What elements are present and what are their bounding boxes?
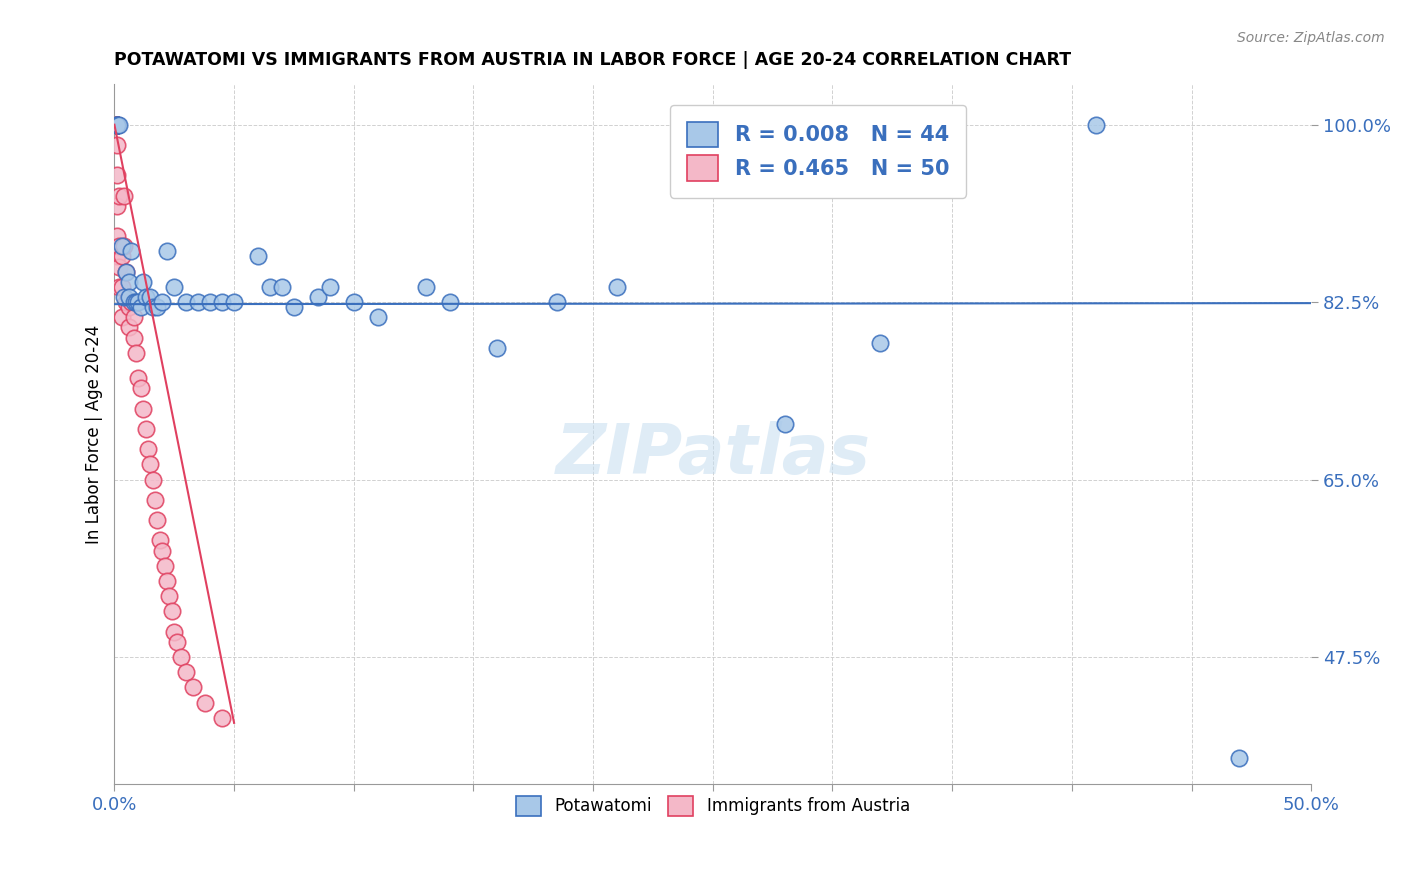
Point (343, 295, 366, 310)
Point (150, 543, 173, 558)
Point (118, 290, 141, 304)
Point (149, 533, 172, 548)
Point (187, 295, 209, 310)
Point (1084, 118, 1107, 132)
Point (163, 280, 186, 294)
Point (135, 422, 157, 436)
Point (132, 401, 155, 416)
Point (127, 371, 149, 385)
Point (211, 295, 233, 310)
Point (156, 574, 179, 588)
Point (183, 681, 205, 695)
Point (159, 589, 181, 603)
Point (222, 295, 245, 310)
Point (105, 138, 128, 153)
Point (139, 458, 162, 472)
Point (127, 295, 149, 310)
Point (156, 244, 179, 259)
Point (198, 295, 221, 310)
Point (115, 265, 138, 279)
Point (108, 239, 131, 253)
Point (115, 265, 138, 279)
Point (136, 442, 159, 457)
Point (105, 250, 128, 264)
Point (415, 280, 437, 294)
Point (129, 381, 152, 395)
Point (150, 295, 173, 310)
Point (105, 169, 128, 183)
Point (170, 650, 193, 665)
Point (125, 346, 148, 360)
Point (122, 310, 145, 325)
Point (211, 711, 233, 725)
Point (307, 290, 329, 304)
Point (105, 229, 128, 244)
Point (110, 239, 132, 253)
Point (486, 341, 509, 355)
Point (108, 280, 131, 294)
Text: ZIPatlas: ZIPatlas (555, 421, 870, 489)
Point (546, 295, 568, 310)
Point (283, 300, 305, 314)
Point (122, 295, 145, 310)
Point (319, 280, 342, 294)
Legend: Potawatomi, Immigrants from Austria: Potawatomi, Immigrants from Austria (508, 788, 918, 824)
Point (118, 320, 141, 334)
Point (110, 310, 132, 325)
Point (118, 275, 141, 289)
Point (773, 417, 796, 431)
Point (110, 250, 132, 264)
Point (105, 118, 128, 132)
Text: POTAWATOMI VS IMMIGRANTS FROM AUSTRIA IN LABOR FORCE | AGE 20-24 CORRELATION CHA: POTAWATOMI VS IMMIGRANTS FROM AUSTRIA IN… (114, 51, 1071, 69)
Point (125, 295, 148, 310)
Point (112, 290, 135, 304)
Point (153, 558, 176, 573)
Point (105, 118, 128, 132)
Text: Source: ZipAtlas.com: Source: ZipAtlas.com (1237, 31, 1385, 45)
Point (160, 604, 183, 618)
Point (132, 275, 155, 289)
Point (271, 280, 294, 294)
Point (110, 280, 132, 294)
Point (247, 250, 270, 264)
Point (439, 295, 461, 310)
Point (194, 696, 217, 710)
Point (105, 118, 128, 132)
Point (129, 300, 152, 314)
Point (142, 473, 165, 487)
Point (105, 118, 128, 132)
Point (120, 295, 142, 310)
Point (367, 310, 389, 325)
Point (606, 280, 628, 294)
Point (146, 300, 169, 314)
Point (105, 118, 128, 132)
Point (166, 634, 188, 648)
Point (869, 335, 891, 350)
Point (108, 188, 131, 202)
Point (108, 118, 131, 132)
Point (108, 260, 131, 274)
Point (122, 330, 145, 344)
Point (118, 300, 141, 314)
Point (163, 624, 186, 639)
Point (143, 492, 166, 507)
Point (105, 118, 128, 132)
Point (135, 290, 157, 304)
Point (146, 513, 169, 527)
Point (174, 665, 197, 680)
Point (115, 295, 138, 310)
Point (142, 300, 165, 314)
Point (1227, 751, 1250, 765)
Point (105, 199, 128, 213)
Y-axis label: In Labor Force | Age 20-24: In Labor Force | Age 20-24 (86, 325, 103, 543)
Point (139, 290, 162, 304)
Point (259, 280, 281, 294)
Point (112, 239, 135, 253)
Point (105, 118, 128, 132)
Point (105, 118, 128, 132)
Point (120, 244, 142, 259)
Point (174, 295, 197, 310)
Point (105, 118, 128, 132)
Point (112, 188, 135, 202)
